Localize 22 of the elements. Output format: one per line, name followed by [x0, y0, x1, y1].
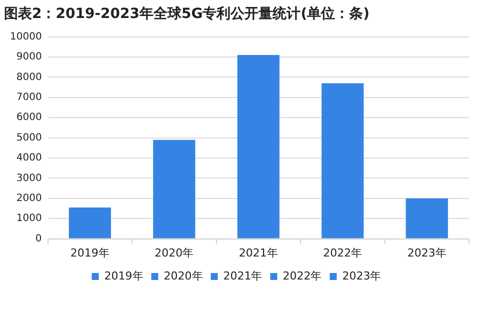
- x-tick-label: 2022年: [323, 246, 362, 260]
- x-tick-label: 2023年: [407, 246, 446, 260]
- chart-title: 图表2：2019-2023年全球5G专利公开量统计(单位：条): [4, 5, 370, 22]
- y-tick-label: 7000: [16, 92, 42, 103]
- y-tick-label: 4000: [16, 152, 42, 164]
- y-tick-label: 1000: [16, 213, 42, 224]
- y-tick-label: 8000: [16, 72, 42, 83]
- x-tick-label: 2021年: [238, 246, 278, 260]
- x-tick-label: 2019年: [70, 246, 110, 260]
- y-tick-label: 2000: [16, 192, 42, 204]
- y-tick-label: 10000: [10, 31, 42, 42]
- y-tick-label: 0: [35, 233, 42, 244]
- legend-label: 2020年: [164, 269, 203, 282]
- y-tick-label: 6000: [16, 112, 42, 124]
- x-tick-label: 2020年: [154, 246, 194, 260]
- y-tick-label: 5000: [16, 132, 42, 144]
- legend-label: 2022年: [282, 269, 322, 282]
- y-tick-label: 3000: [16, 172, 42, 184]
- legend-label: 2023年: [342, 269, 382, 282]
- legend-label: 2019年: [104, 269, 144, 282]
- legend-label: 2021年: [223, 269, 262, 282]
- y-tick-label: 9000: [16, 52, 42, 63]
